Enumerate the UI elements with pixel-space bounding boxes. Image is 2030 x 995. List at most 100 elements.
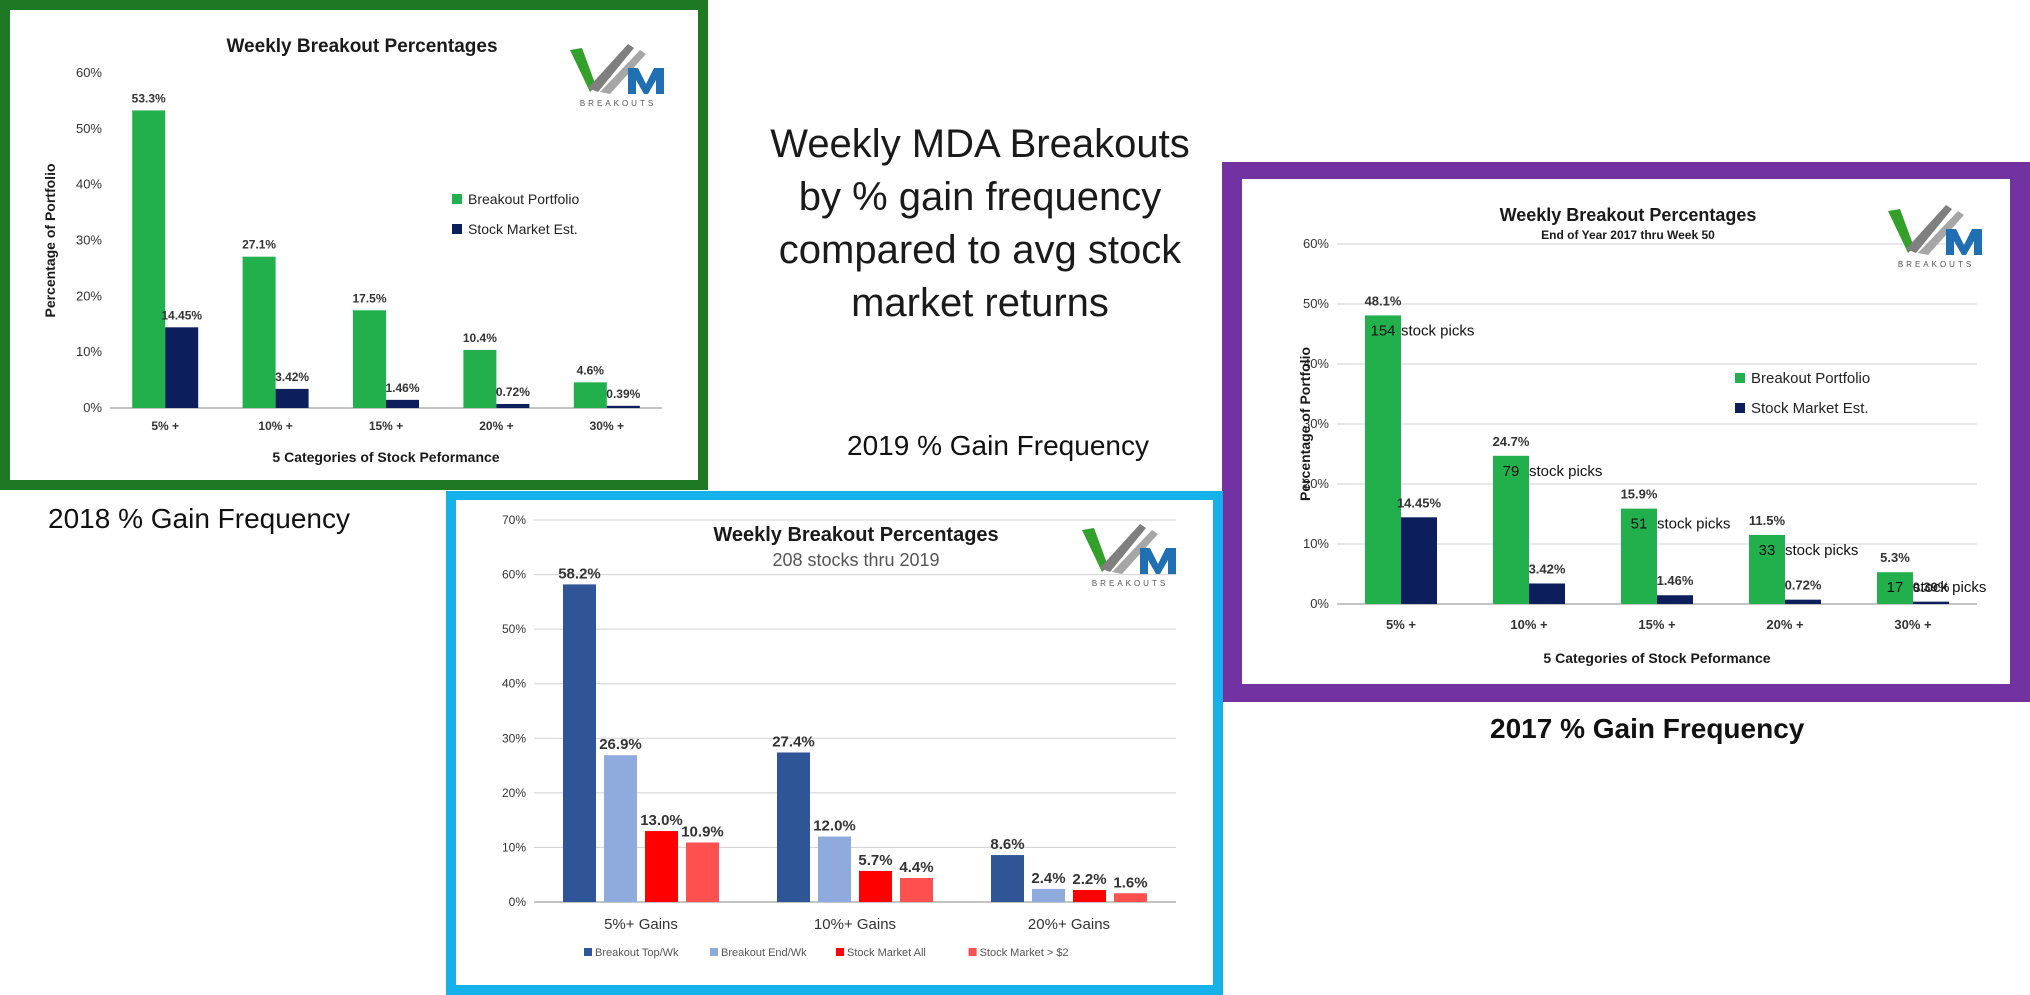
x-tick-label: 15% + — [1638, 617, 1676, 632]
bar — [859, 870, 892, 902]
chart-title: Weekly Breakout Percentages — [1500, 205, 1757, 225]
annotation-suffix: stock picks — [1785, 542, 1858, 559]
data-label: 27.1% — [242, 238, 276, 252]
data-label: 2.2% — [1072, 871, 1106, 888]
y-axis-label: Percentage of Portfolio — [42, 163, 58, 317]
caption-2018: 2018 % Gain Frequency — [48, 503, 350, 534]
bar — [386, 399, 419, 408]
x-tick-label: 5% + — [151, 419, 179, 433]
data-label: 26.9% — [599, 736, 642, 753]
legend-swatch — [1735, 403, 1745, 413]
y-tick-label: 0% — [83, 400, 102, 415]
bar — [242, 256, 276, 408]
legend-label: Breakout Portfolio — [468, 191, 579, 207]
x-axis-label: 5 Categories of Stock Peformance — [272, 449, 499, 465]
x-tick-label: 5% + — [1386, 617, 1416, 632]
logo-swoosh-dark — [588, 44, 634, 92]
bar — [777, 752, 810, 902]
data-label: 0.39% — [606, 387, 640, 401]
data-label: 0.72% — [1785, 578, 1822, 593]
bar — [1114, 893, 1147, 902]
bar — [604, 755, 637, 902]
legend-swatch — [452, 194, 462, 204]
x-tick-label: 10% + — [1510, 617, 1548, 632]
legend-label: Stock Market Est. — [1751, 400, 1869, 417]
legend-label: Stock Market > $2 — [980, 947, 1069, 959]
chart-title: Weekly Breakout Percentages — [713, 524, 998, 546]
data-label: 11.5% — [1749, 513, 1786, 528]
y-tick-label: 0% — [509, 895, 527, 909]
annotation-count: 51 — [1631, 516, 1648, 533]
logo-green-stroke — [570, 48, 596, 92]
bar — [1401, 517, 1437, 604]
bar — [132, 110, 166, 409]
data-label: 24.7% — [1493, 434, 1530, 449]
bar — [1785, 599, 1821, 604]
y-tick-label: 50% — [1303, 296, 1329, 311]
bar — [165, 327, 199, 408]
x-tick-label: 20%+ Gains — [1028, 916, 1110, 933]
bar — [645, 831, 678, 902]
legend-swatch — [968, 948, 977, 956]
legend-swatch — [452, 224, 462, 234]
logo-m-letter — [628, 68, 664, 94]
bar — [1529, 583, 1565, 604]
headline-line: market returns — [851, 281, 1109, 325]
legend-swatch — [836, 948, 844, 956]
headline: Weekly MDA Breakouts by % gain frequency… — [740, 118, 1220, 330]
x-tick-label: 20% + — [1766, 617, 1804, 632]
data-label: 4.6% — [577, 363, 605, 377]
y-tick-label: 50% — [502, 622, 526, 636]
chart-2017-svg: Weekly Breakout Percentages End of Year 2… — [1297, 205, 1986, 666]
legend-label: Breakout End/Wk — [721, 947, 807, 959]
x-tick-label: 20% + — [479, 419, 513, 433]
logo-m-letter — [1946, 229, 1982, 255]
bar — [818, 836, 851, 902]
vm-breakouts-logo: BREAKOUTS — [1082, 524, 1176, 588]
y-tick-label: 60% — [502, 568, 526, 582]
data-label: 58.2% — [558, 565, 601, 582]
annotation-suffix: stock picks — [1657, 516, 1730, 533]
data-label: 5.7% — [858, 852, 892, 869]
legend-label: Stock Market Est. — [468, 221, 578, 237]
logo-swoosh-light — [1112, 530, 1158, 574]
logo-green-stroke — [1888, 209, 1914, 253]
headline-line: Weekly MDA Breakouts — [770, 122, 1190, 166]
y-tick-label: 20% — [76, 288, 102, 303]
data-label: 8.6% — [990, 836, 1024, 853]
y-tick-label: 40% — [502, 677, 526, 691]
data-label: 14.45% — [161, 308, 202, 322]
y-tick-label: 30% — [1303, 416, 1329, 431]
data-label: 15.9% — [1621, 487, 1658, 502]
bar — [573, 382, 607, 408]
data-label: 12.0% — [813, 818, 856, 835]
x-tick-label: 5%+ Gains — [604, 916, 678, 933]
y-tick-label: 10% — [502, 840, 526, 854]
annotation-count: 154 — [1370, 322, 1395, 339]
bar — [1657, 595, 1693, 604]
chart-2019-svg: Weekly Breakout Percentages 208 stocks th… — [502, 513, 1176, 959]
annotation-suffix: stock picks — [1401, 322, 1474, 339]
chart-2017: Weekly Breakout Percentages End of Year 2… — [1242, 179, 2010, 684]
y-tick-label: 70% — [502, 513, 526, 527]
data-label: 1.46% — [1657, 573, 1694, 588]
y-tick-label: 20% — [1303, 476, 1329, 491]
bar — [606, 405, 640, 408]
x-tick-label: 30% + — [1894, 617, 1932, 632]
chart-title: Weekly Breakout Percentages — [226, 36, 497, 57]
chart-subtitle: 208 stocks thru 2019 — [772, 550, 939, 570]
vm-breakouts-logo: BREAKOUTS — [1888, 205, 1982, 269]
legend-label: Breakout Portfolio — [1751, 370, 1870, 387]
bar — [1032, 888, 1065, 902]
chart-subtitle: End of Year 2017 thru Week 50 — [1541, 228, 1715, 242]
data-label: 53.3% — [132, 91, 166, 105]
logo-text: BREAKOUTS — [1898, 260, 1974, 269]
x-tick-label: 10% + — [258, 419, 292, 433]
bar — [1493, 455, 1529, 604]
logo-swoosh-dark — [1906, 205, 1952, 253]
y-tick-label: 10% — [1303, 536, 1329, 551]
bar — [1877, 572, 1913, 604]
bar — [563, 584, 596, 902]
data-label: 17.5% — [352, 291, 386, 305]
y-tick-label: 40% — [76, 177, 102, 192]
